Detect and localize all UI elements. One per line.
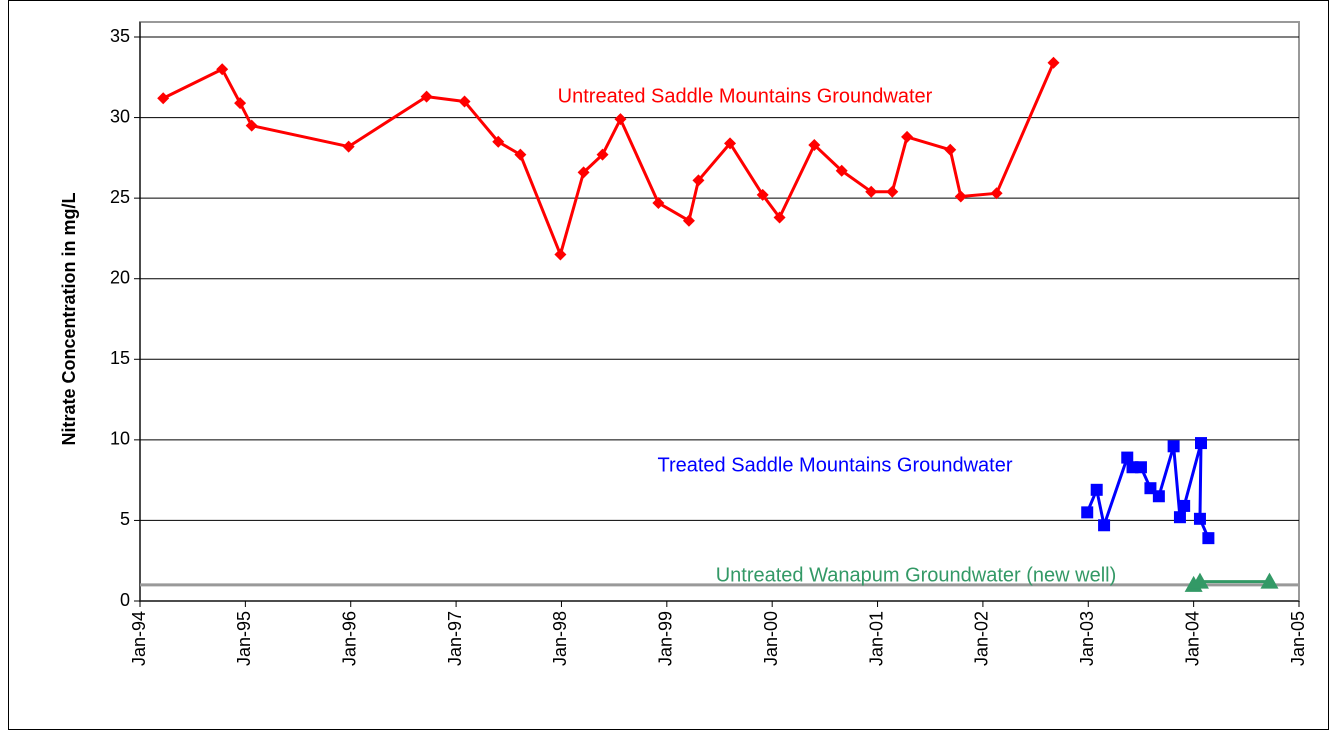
data-point bbox=[692, 174, 705, 187]
data-point bbox=[1134, 461, 1147, 474]
data-point bbox=[944, 143, 957, 156]
data-point bbox=[1202, 532, 1215, 545]
data-point bbox=[216, 63, 229, 76]
series-line bbox=[162, 62, 1055, 257]
data-point bbox=[1190, 572, 1209, 589]
data-point bbox=[756, 188, 769, 201]
y-tick-label: 30 bbox=[110, 106, 130, 126]
data-point bbox=[886, 185, 899, 198]
y-tick-label: 35 bbox=[110, 26, 130, 46]
y-tick-label: 25 bbox=[110, 187, 130, 207]
series-label: Untreated Saddle Mountains Groundwater bbox=[558, 85, 933, 107]
y-tick-label: 15 bbox=[110, 348, 130, 368]
data-point bbox=[458, 95, 471, 108]
data-point bbox=[1098, 519, 1111, 532]
x-tick-label: Jan-00 bbox=[761, 611, 781, 666]
data-point bbox=[724, 137, 737, 150]
data-point bbox=[342, 140, 355, 153]
y-tick-label: 10 bbox=[110, 429, 130, 449]
data-point bbox=[514, 148, 527, 161]
chart-border bbox=[8, 0, 1329, 730]
data-point bbox=[682, 214, 695, 227]
data-point bbox=[1167, 440, 1180, 453]
y-axis-label: Nitrate Concentration in mg/L bbox=[59, 192, 79, 445]
series-label: Treated Saddle Mountains Groundwater bbox=[657, 454, 1012, 476]
data-point bbox=[1260, 572, 1279, 589]
data-point bbox=[492, 135, 505, 148]
x-tick-label: Jan-98 bbox=[550, 611, 570, 666]
data-point bbox=[1173, 511, 1186, 524]
data-point bbox=[554, 248, 567, 261]
x-tick-label: Jan-96 bbox=[339, 611, 359, 666]
data-point bbox=[773, 211, 786, 224]
x-tick-label: Jan-05 bbox=[1288, 611, 1308, 666]
data-point bbox=[1047, 56, 1060, 69]
data-point bbox=[614, 113, 627, 126]
data-point bbox=[420, 90, 433, 103]
data-point bbox=[245, 119, 258, 132]
data-point bbox=[1178, 499, 1191, 512]
data-point bbox=[808, 138, 821, 151]
data-point bbox=[954, 190, 967, 203]
x-tick-label: Jan-99 bbox=[656, 611, 676, 666]
data-point bbox=[835, 164, 848, 177]
data-point bbox=[901, 130, 914, 143]
x-tick-label: Jan-94 bbox=[129, 611, 149, 666]
data-point bbox=[990, 187, 1003, 200]
x-tick-label: Jan-02 bbox=[972, 611, 992, 666]
data-point bbox=[1081, 506, 1094, 519]
data-point bbox=[652, 196, 665, 209]
x-tick-label: Jan-01 bbox=[866, 611, 886, 666]
series-label: Untreated Wanapum Groundwater (new well) bbox=[716, 564, 1117, 586]
data-point bbox=[234, 97, 247, 110]
x-tick-label: Jan-03 bbox=[1077, 611, 1097, 666]
y-tick-label: 0 bbox=[120, 590, 130, 610]
data-point bbox=[1090, 483, 1103, 496]
y-tick-label: 20 bbox=[110, 267, 130, 287]
data-point bbox=[596, 148, 609, 161]
x-tick-label: Jan-95 bbox=[234, 611, 254, 666]
data-point bbox=[577, 166, 590, 179]
data-point bbox=[865, 185, 878, 198]
data-point bbox=[1193, 512, 1206, 525]
x-tick-label: Jan-04 bbox=[1182, 611, 1202, 666]
x-tick-label: Jan-97 bbox=[445, 611, 465, 666]
data-point bbox=[1152, 490, 1165, 503]
data-point bbox=[1121, 451, 1134, 464]
y-tick-label: 5 bbox=[120, 509, 130, 529]
data-point bbox=[157, 92, 170, 105]
data-point bbox=[1195, 437, 1208, 450]
